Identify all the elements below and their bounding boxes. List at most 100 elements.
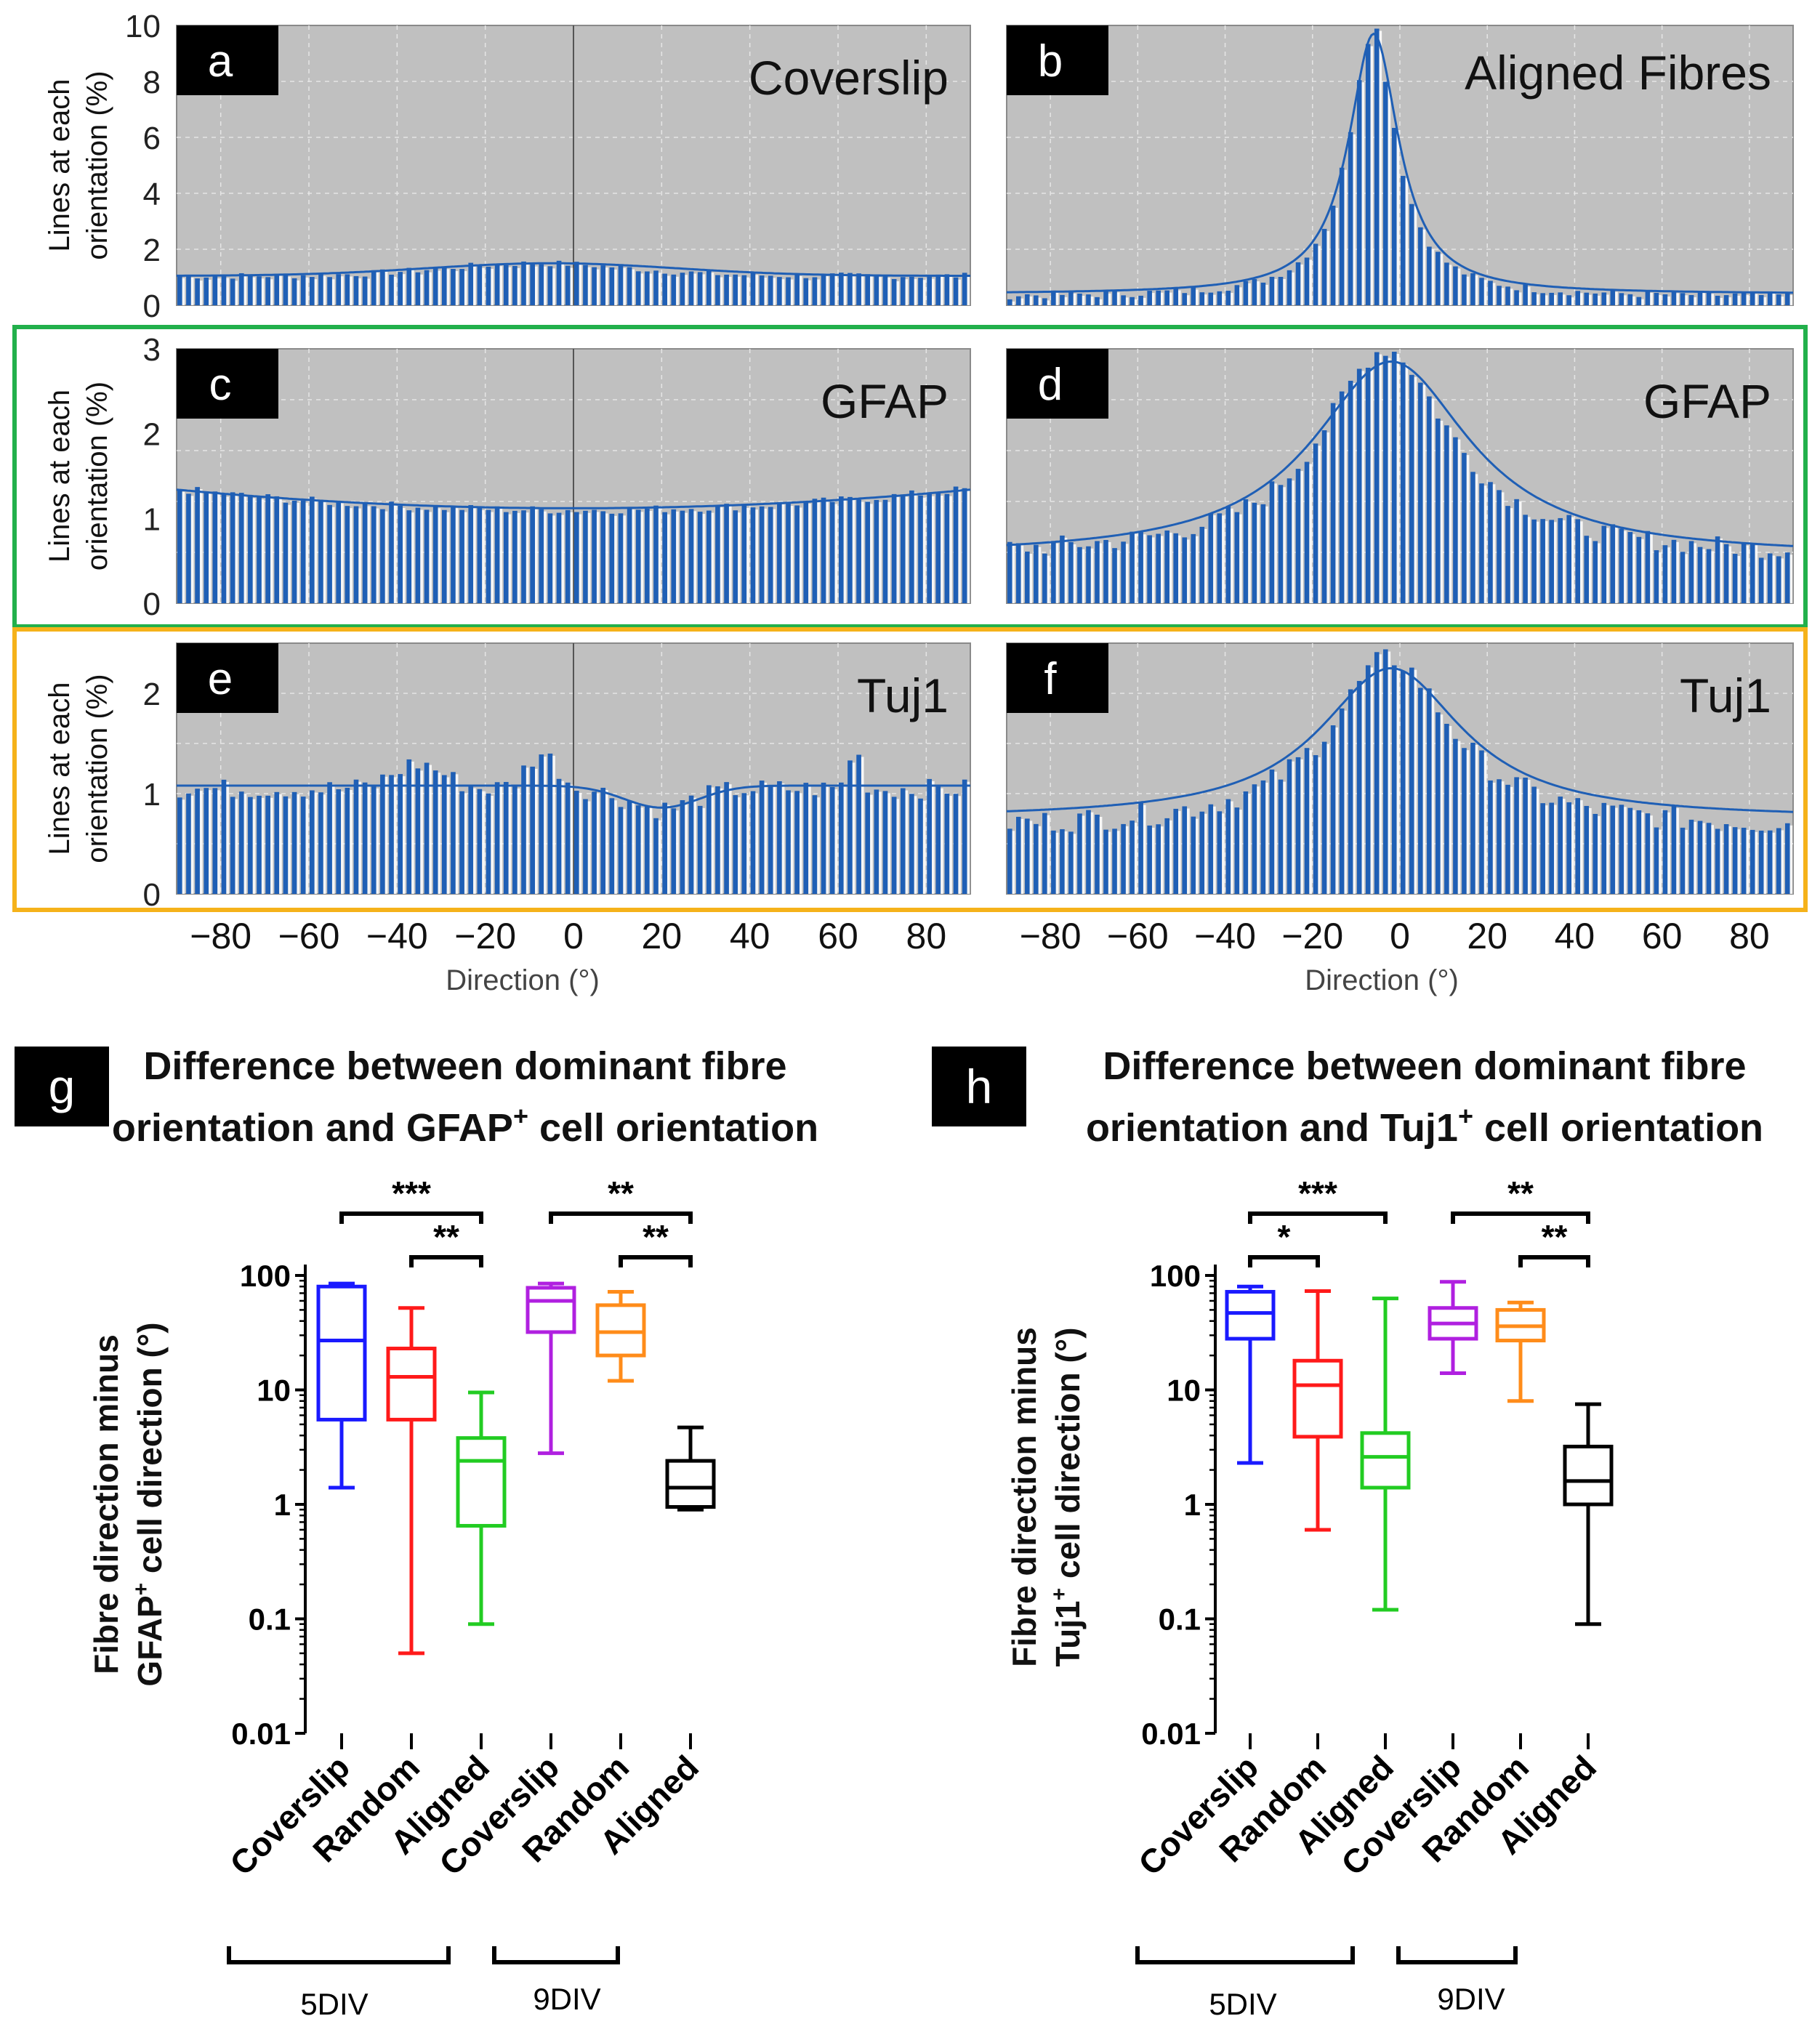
histogram-bar: [300, 275, 306, 305]
histogram-bar: [1374, 352, 1380, 603]
histogram-bar: [1234, 285, 1240, 305]
histogram-bar: [1601, 292, 1607, 305]
histogram-bar: [1121, 823, 1126, 894]
histogram-bar-highlight: [384, 511, 388, 603]
histogram-bar: [530, 766, 536, 894]
histogram-bar-highlight: [1580, 800, 1583, 894]
histogram-bar: [353, 779, 359, 894]
panel-letter-d: d: [1038, 360, 1063, 410]
histogram-bar: [909, 490, 914, 603]
histogram-bar-highlight: [1196, 536, 1199, 603]
histogram-bar: [900, 788, 906, 894]
histogram-bar-highlight: [199, 281, 203, 305]
histogram-bar-highlight: [350, 276, 353, 305]
histogram-bar-highlight: [1571, 517, 1574, 603]
histogram-bar-highlight: [1151, 293, 1155, 305]
histogram-bar-highlight: [922, 800, 926, 894]
histogram-bar: [1007, 541, 1012, 603]
histogram-bar-highlight: [1641, 299, 1644, 305]
histogram-bar-highlight: [1116, 831, 1120, 894]
histogram-bar-highlight: [270, 496, 273, 603]
histogram-bar-highlight: [482, 509, 485, 603]
histogram-bar: [389, 274, 394, 305]
histogram-bar: [1103, 291, 1108, 305]
histogram-bar-highlight: [252, 498, 256, 603]
histogram-bar: [248, 496, 253, 603]
histogram-bar-highlight: [1685, 295, 1688, 305]
histogram-bar: [812, 277, 818, 305]
y-axis-label-line1: Fibre direction minus: [1005, 1327, 1043, 1667]
histogram-bar: [829, 273, 835, 305]
fit-curve: [1006, 360, 1794, 547]
significance-bracket: ***: [339, 1174, 483, 1224]
histogram-bar-highlight: [702, 274, 706, 305]
histogram-bar-highlight: [446, 269, 450, 305]
histogram-bar-highlight: [941, 495, 943, 603]
title-line2-post: cell orientation: [528, 1106, 818, 1150]
histogram-bar-highlight: [1589, 538, 1592, 603]
histogram-bar-highlight: [1624, 531, 1627, 603]
histogram-bar-highlight: [1055, 543, 1059, 603]
histogram-bar: [494, 782, 500, 894]
histogram-bar-highlight: [1755, 831, 1758, 894]
histogram-bar-highlight: [1361, 82, 1365, 305]
histogram-bar: [257, 795, 262, 894]
histogram-bar-highlight: [1038, 297, 1042, 305]
histogram-bar: [741, 505, 747, 603]
group-bracket-9div: [1396, 1946, 1518, 1964]
bracket-line: [409, 1255, 483, 1267]
bracket-line: [1248, 1255, 1320, 1267]
histogram-bar: [733, 510, 738, 603]
box-iqr: [456, 1436, 507, 1528]
histogram-bar-highlight: [438, 773, 441, 894]
histogram-bar: [1260, 780, 1266, 894]
histogram-bar-highlight: [1082, 549, 1085, 603]
histogram-bar: [300, 500, 306, 603]
histogram-bar: [697, 512, 703, 603]
histogram-bar: [177, 797, 182, 894]
histogram-bar-highlight: [552, 515, 555, 603]
histogram-bar: [1584, 805, 1590, 894]
significance-label: *: [1278, 1218, 1291, 1256]
histogram-bar: [1558, 517, 1563, 603]
histogram-bar: [1365, 367, 1371, 603]
histogram-bar: [724, 504, 729, 603]
histogram-bar: [680, 800, 685, 894]
histogram-bar: [406, 510, 412, 603]
histogram-bar: [1584, 292, 1590, 305]
group-bracket-5div: [1135, 1946, 1355, 1964]
histogram-bar: [1575, 291, 1581, 305]
histogram-bar: [230, 797, 235, 894]
histogram-bar-highlight: [411, 761, 414, 894]
histogram-bar-highlight: [967, 490, 970, 603]
histogram-bar-highlight: [667, 275, 670, 305]
histogram-bar-highlight: [297, 794, 300, 894]
histogram-bar: [1662, 545, 1668, 603]
histogram-bar: [953, 794, 959, 894]
significance-bracket: *: [1248, 1218, 1320, 1267]
histogram-bar: [1662, 810, 1668, 894]
histogram-bar: [1173, 808, 1179, 894]
histogram-bar-highlight: [1099, 299, 1103, 305]
significance-label: ***: [392, 1174, 431, 1212]
histogram-bar-highlight: [182, 799, 185, 894]
histogram-bar-highlight: [1187, 539, 1190, 603]
histogram-bar-highlight: [1641, 539, 1644, 603]
histogram-bar-highlight: [1029, 821, 1033, 894]
ylabel-line2-post: cell direction (°): [131, 1322, 169, 1582]
histogram-bar: [1068, 831, 1074, 894]
histogram-bar: [177, 489, 182, 603]
histogram-bar-highlight: [1694, 821, 1696, 894]
histogram-bar: [1671, 806, 1677, 894]
histogram-bar-highlight: [1632, 810, 1635, 894]
histogram-bar-highlight: [676, 276, 679, 305]
histogram-bar: [662, 512, 668, 603]
histogram-bar: [432, 268, 438, 305]
histogram-bar: [1217, 811, 1223, 894]
histogram-bar: [494, 264, 500, 305]
histogram-bar-highlight: [596, 794, 600, 894]
histogram-bar-highlight: [288, 798, 291, 894]
histogram-bar-highlight: [587, 267, 591, 305]
histogram-bar-highlight: [579, 793, 582, 894]
histogram-bar: [1462, 274, 1467, 305]
